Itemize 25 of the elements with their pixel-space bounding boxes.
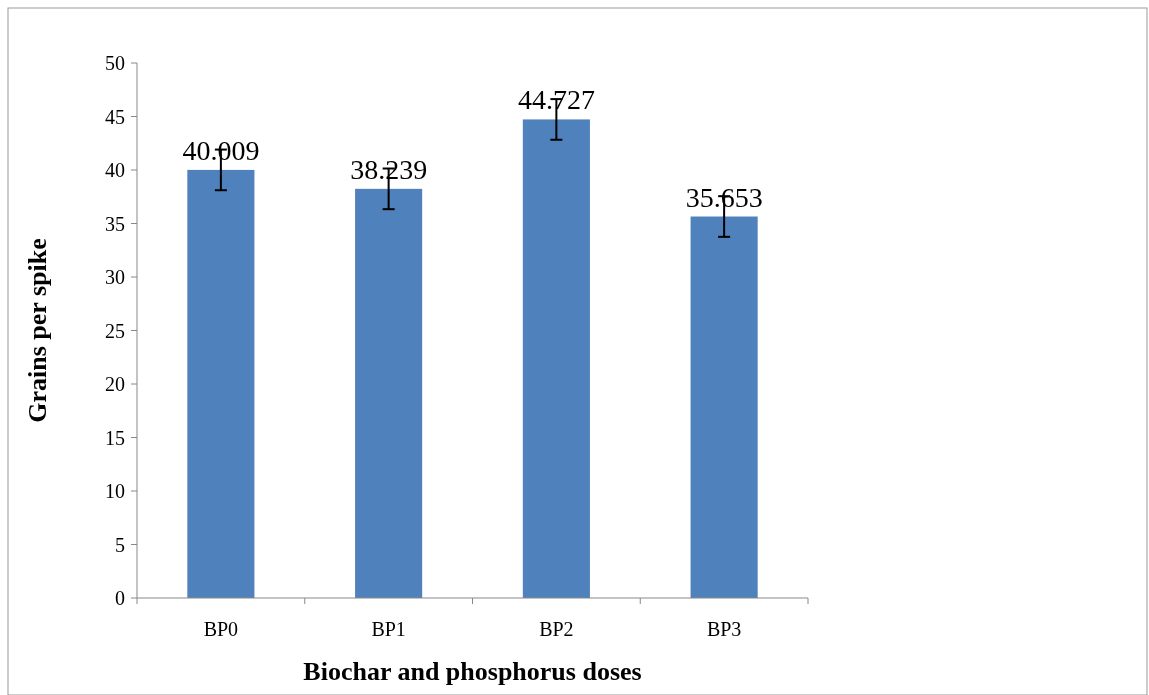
y-tick-label: 25 xyxy=(105,319,125,342)
y-tick-label: 35 xyxy=(105,212,125,235)
y-axis-title: Grains per spike xyxy=(23,238,52,423)
bar xyxy=(690,216,758,598)
data-label: 40.009 xyxy=(182,134,260,166)
x-tick-label: BP3 xyxy=(706,618,742,640)
y-tick-label: 5 xyxy=(115,533,125,556)
data-label: 38.239 xyxy=(350,153,428,185)
y-tick-label: 15 xyxy=(105,426,125,449)
x-axis-title: Biochar and phosphorus doses xyxy=(303,657,642,686)
x-tick-label: BP2 xyxy=(539,618,574,640)
y-tick-label: 0 xyxy=(115,587,125,609)
bar xyxy=(355,188,423,598)
y-tick-label: 20 xyxy=(105,373,125,395)
y-tick-label: 40 xyxy=(105,159,125,181)
y-tick-label: 10 xyxy=(105,480,125,502)
bar xyxy=(522,119,590,598)
bar xyxy=(187,169,255,598)
data-label: 44.727 xyxy=(517,84,595,116)
x-tick-label: BP0 xyxy=(203,618,239,640)
x-tick-label: BP1 xyxy=(371,618,406,640)
data-label: 35.653 xyxy=(685,181,763,213)
y-tick-label: 30 xyxy=(105,266,125,288)
y-tick-label: 50 xyxy=(105,52,125,74)
y-tick-label: 45 xyxy=(105,105,125,128)
